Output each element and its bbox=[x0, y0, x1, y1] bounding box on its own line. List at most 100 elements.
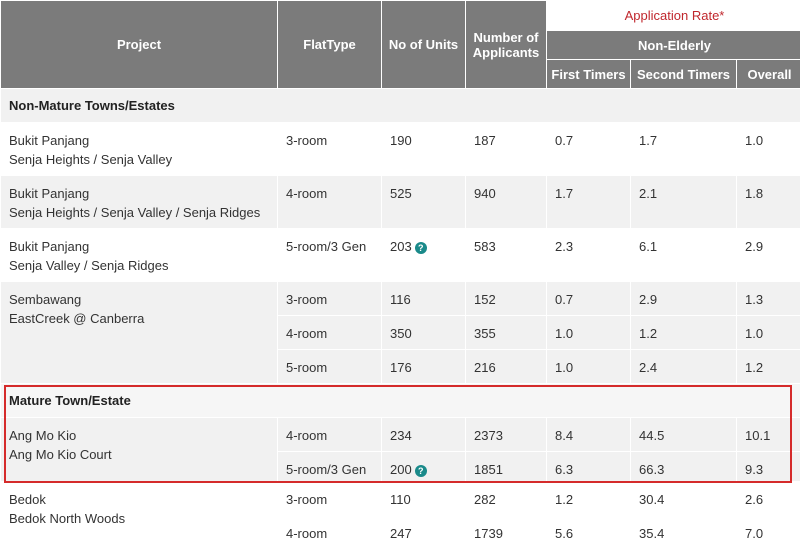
first-timers-cell: 8.4 bbox=[546, 417, 631, 452]
table-row: 4-room 350 355 1.0 1.2 1.0 bbox=[1, 315, 800, 350]
project-cell: Bukit Panjang Senja Heights / Senja Valle… bbox=[0, 175, 278, 229]
first-timers-cell: 1.2 bbox=[546, 481, 631, 516]
project-name: EastCreek @ Canberra bbox=[9, 311, 145, 326]
project-name: Senja Heights / Senja Valley bbox=[9, 152, 173, 167]
units-value: 200 bbox=[390, 462, 412, 477]
section-mature: Mature Town/Estate bbox=[0, 383, 800, 418]
project-town: Bedok bbox=[9, 492, 46, 507]
units-cell: 200? bbox=[381, 451, 466, 482]
header-applicants-line2: Applicants bbox=[472, 44, 540, 60]
help-icon[interactable]: ? bbox=[414, 242, 427, 254]
first-timers-cell: 2.3 bbox=[546, 228, 631, 282]
applicants-cell: 583 bbox=[465, 228, 547, 282]
second-timers-cell: 30.4 bbox=[630, 481, 737, 516]
project-name: Bedok North Woods bbox=[9, 511, 126, 526]
header-units: No of Units bbox=[381, 0, 466, 89]
units-cell: 350 bbox=[381, 315, 466, 350]
project-town: Bukit Panjang bbox=[9, 133, 90, 148]
first-timers-cell: 6.3 bbox=[546, 451, 631, 482]
first-timers-cell: 0.7 bbox=[546, 122, 631, 176]
applicants-cell: 187 bbox=[465, 122, 547, 176]
units-cell: 234 bbox=[381, 417, 466, 452]
overall-cell: 1.0 bbox=[736, 122, 800, 176]
units-cell: 110 bbox=[381, 481, 466, 516]
first-timers-cell: 1.7 bbox=[546, 175, 631, 229]
project-cell: Sembawang EastCreek @ Canberra bbox=[0, 281, 278, 384]
second-timers-cell: 2.9 bbox=[630, 281, 737, 316]
second-timers-cell: 1.2 bbox=[630, 315, 737, 350]
second-timers-cell: 44.5 bbox=[630, 417, 737, 452]
applicants-cell: 152 bbox=[465, 281, 547, 316]
table-row: Bukit Panjang Senja Valley / Senja Ridges… bbox=[0, 228, 800, 282]
overall-cell: 1.3 bbox=[736, 281, 800, 316]
header-application-rate: Application Rate* bbox=[546, 0, 800, 31]
help-icon[interactable]: ? bbox=[414, 465, 427, 477]
overall-cell: 1.8 bbox=[736, 175, 800, 229]
overall-cell: 1.2 bbox=[736, 349, 800, 384]
project-name: Ang Mo Kio Court bbox=[9, 447, 112, 462]
flat-type-cell: 3-room bbox=[277, 481, 382, 516]
project-cell: Ang Mo Kio Ang Mo Kio Court bbox=[0, 417, 278, 482]
applicants-cell: 2373 bbox=[465, 417, 547, 452]
units-cell: 247 bbox=[381, 515, 466, 550]
flat-type-cell: 5-room/3 Gen bbox=[277, 451, 382, 482]
first-timers-cell: 1.0 bbox=[546, 315, 631, 350]
table-row: Bukit Panjang Senja Heights / Senja Valle… bbox=[0, 122, 800, 176]
applicants-cell: 940 bbox=[465, 175, 547, 229]
flat-type-cell: 3-room bbox=[277, 281, 382, 316]
second-timers-cell: 6.1 bbox=[630, 228, 737, 282]
first-timers-cell: 1.0 bbox=[546, 349, 631, 384]
second-timers-cell: 2.4 bbox=[630, 349, 737, 384]
applicants-cell: 282 bbox=[465, 481, 547, 516]
second-timers-cell: 35.4 bbox=[630, 515, 737, 550]
units-cell: 116 bbox=[381, 281, 466, 316]
applicants-cell: 1739 bbox=[465, 515, 547, 550]
project-name: Senja Valley / Senja Ridges bbox=[9, 258, 169, 273]
units-cell: 176 bbox=[381, 349, 466, 384]
flat-type-cell: 4-room bbox=[277, 175, 382, 229]
flat-type-cell: 4-room bbox=[277, 515, 382, 550]
second-timers-cell: 66.3 bbox=[630, 451, 737, 482]
project-town: Bukit Panjang bbox=[9, 186, 90, 201]
project-town: Sembawang bbox=[9, 292, 82, 307]
header-project: Project bbox=[0, 0, 278, 89]
units-cell: 525 bbox=[381, 175, 466, 229]
flat-type-cell: 5-room/3 Gen bbox=[277, 228, 382, 282]
project-cell: Bukit Panjang Senja Valley / Senja Ridges bbox=[0, 228, 278, 282]
table-row: Bedok Bedok North Woods 3-room 110 282 1.… bbox=[0, 481, 800, 550]
second-timers-cell: 2.1 bbox=[630, 175, 737, 229]
flat-type-cell: 3-room bbox=[277, 122, 382, 176]
project-cell: Bedok Bedok North Woods bbox=[0, 481, 278, 550]
project-town: Bukit Panjang bbox=[9, 239, 90, 254]
first-timers-cell: 5.6 bbox=[546, 515, 631, 550]
table-row: Bukit Panjang Senja Heights / Senja Valle… bbox=[0, 175, 800, 229]
project-town: Ang Mo Kio bbox=[9, 428, 77, 443]
table-row: Ang Mo Kio Ang Mo Kio Court 4-room 234 23… bbox=[0, 417, 800, 482]
overall-cell: 2.9 bbox=[736, 228, 800, 282]
overall-cell: 1.0 bbox=[736, 315, 800, 350]
flat-type-cell: 4-room bbox=[277, 315, 382, 350]
header-non-elderly: Non-Elderly bbox=[546, 30, 800, 60]
table-row: 4-room 247 1739 5.6 35.4 7.0 bbox=[1, 515, 800, 550]
table-row: Sembawang EastCreek @ Canberra 3-room 116… bbox=[0, 281, 800, 384]
applicants-cell: 1851 bbox=[465, 451, 547, 482]
second-timers-cell: 1.7 bbox=[630, 122, 737, 176]
header-second-timers: Second Timers bbox=[630, 59, 737, 89]
overall-cell: 10.1 bbox=[736, 417, 800, 452]
units-value: 203 bbox=[390, 239, 412, 254]
project-cell: Bukit Panjang Senja Heights / Senja Valle… bbox=[0, 122, 278, 176]
header-first-timers: First Timers bbox=[546, 59, 631, 89]
table-row: 5-room 176 216 1.0 2.4 1.2 bbox=[1, 349, 800, 384]
flat-type-cell: 5-room bbox=[277, 349, 382, 384]
units-cell: 203? bbox=[381, 228, 466, 282]
flat-type-cell: 4-room bbox=[277, 417, 382, 452]
header-applicants: Number of Applicants bbox=[465, 0, 547, 89]
overall-cell: 9.3 bbox=[736, 451, 800, 482]
units-cell: 190 bbox=[381, 122, 466, 176]
header-flat-type: FlatType bbox=[277, 0, 382, 89]
applicants-cell: 216 bbox=[465, 349, 547, 384]
header-applicants-line1: Number of bbox=[473, 29, 539, 45]
applicants-cell: 355 bbox=[465, 315, 547, 350]
